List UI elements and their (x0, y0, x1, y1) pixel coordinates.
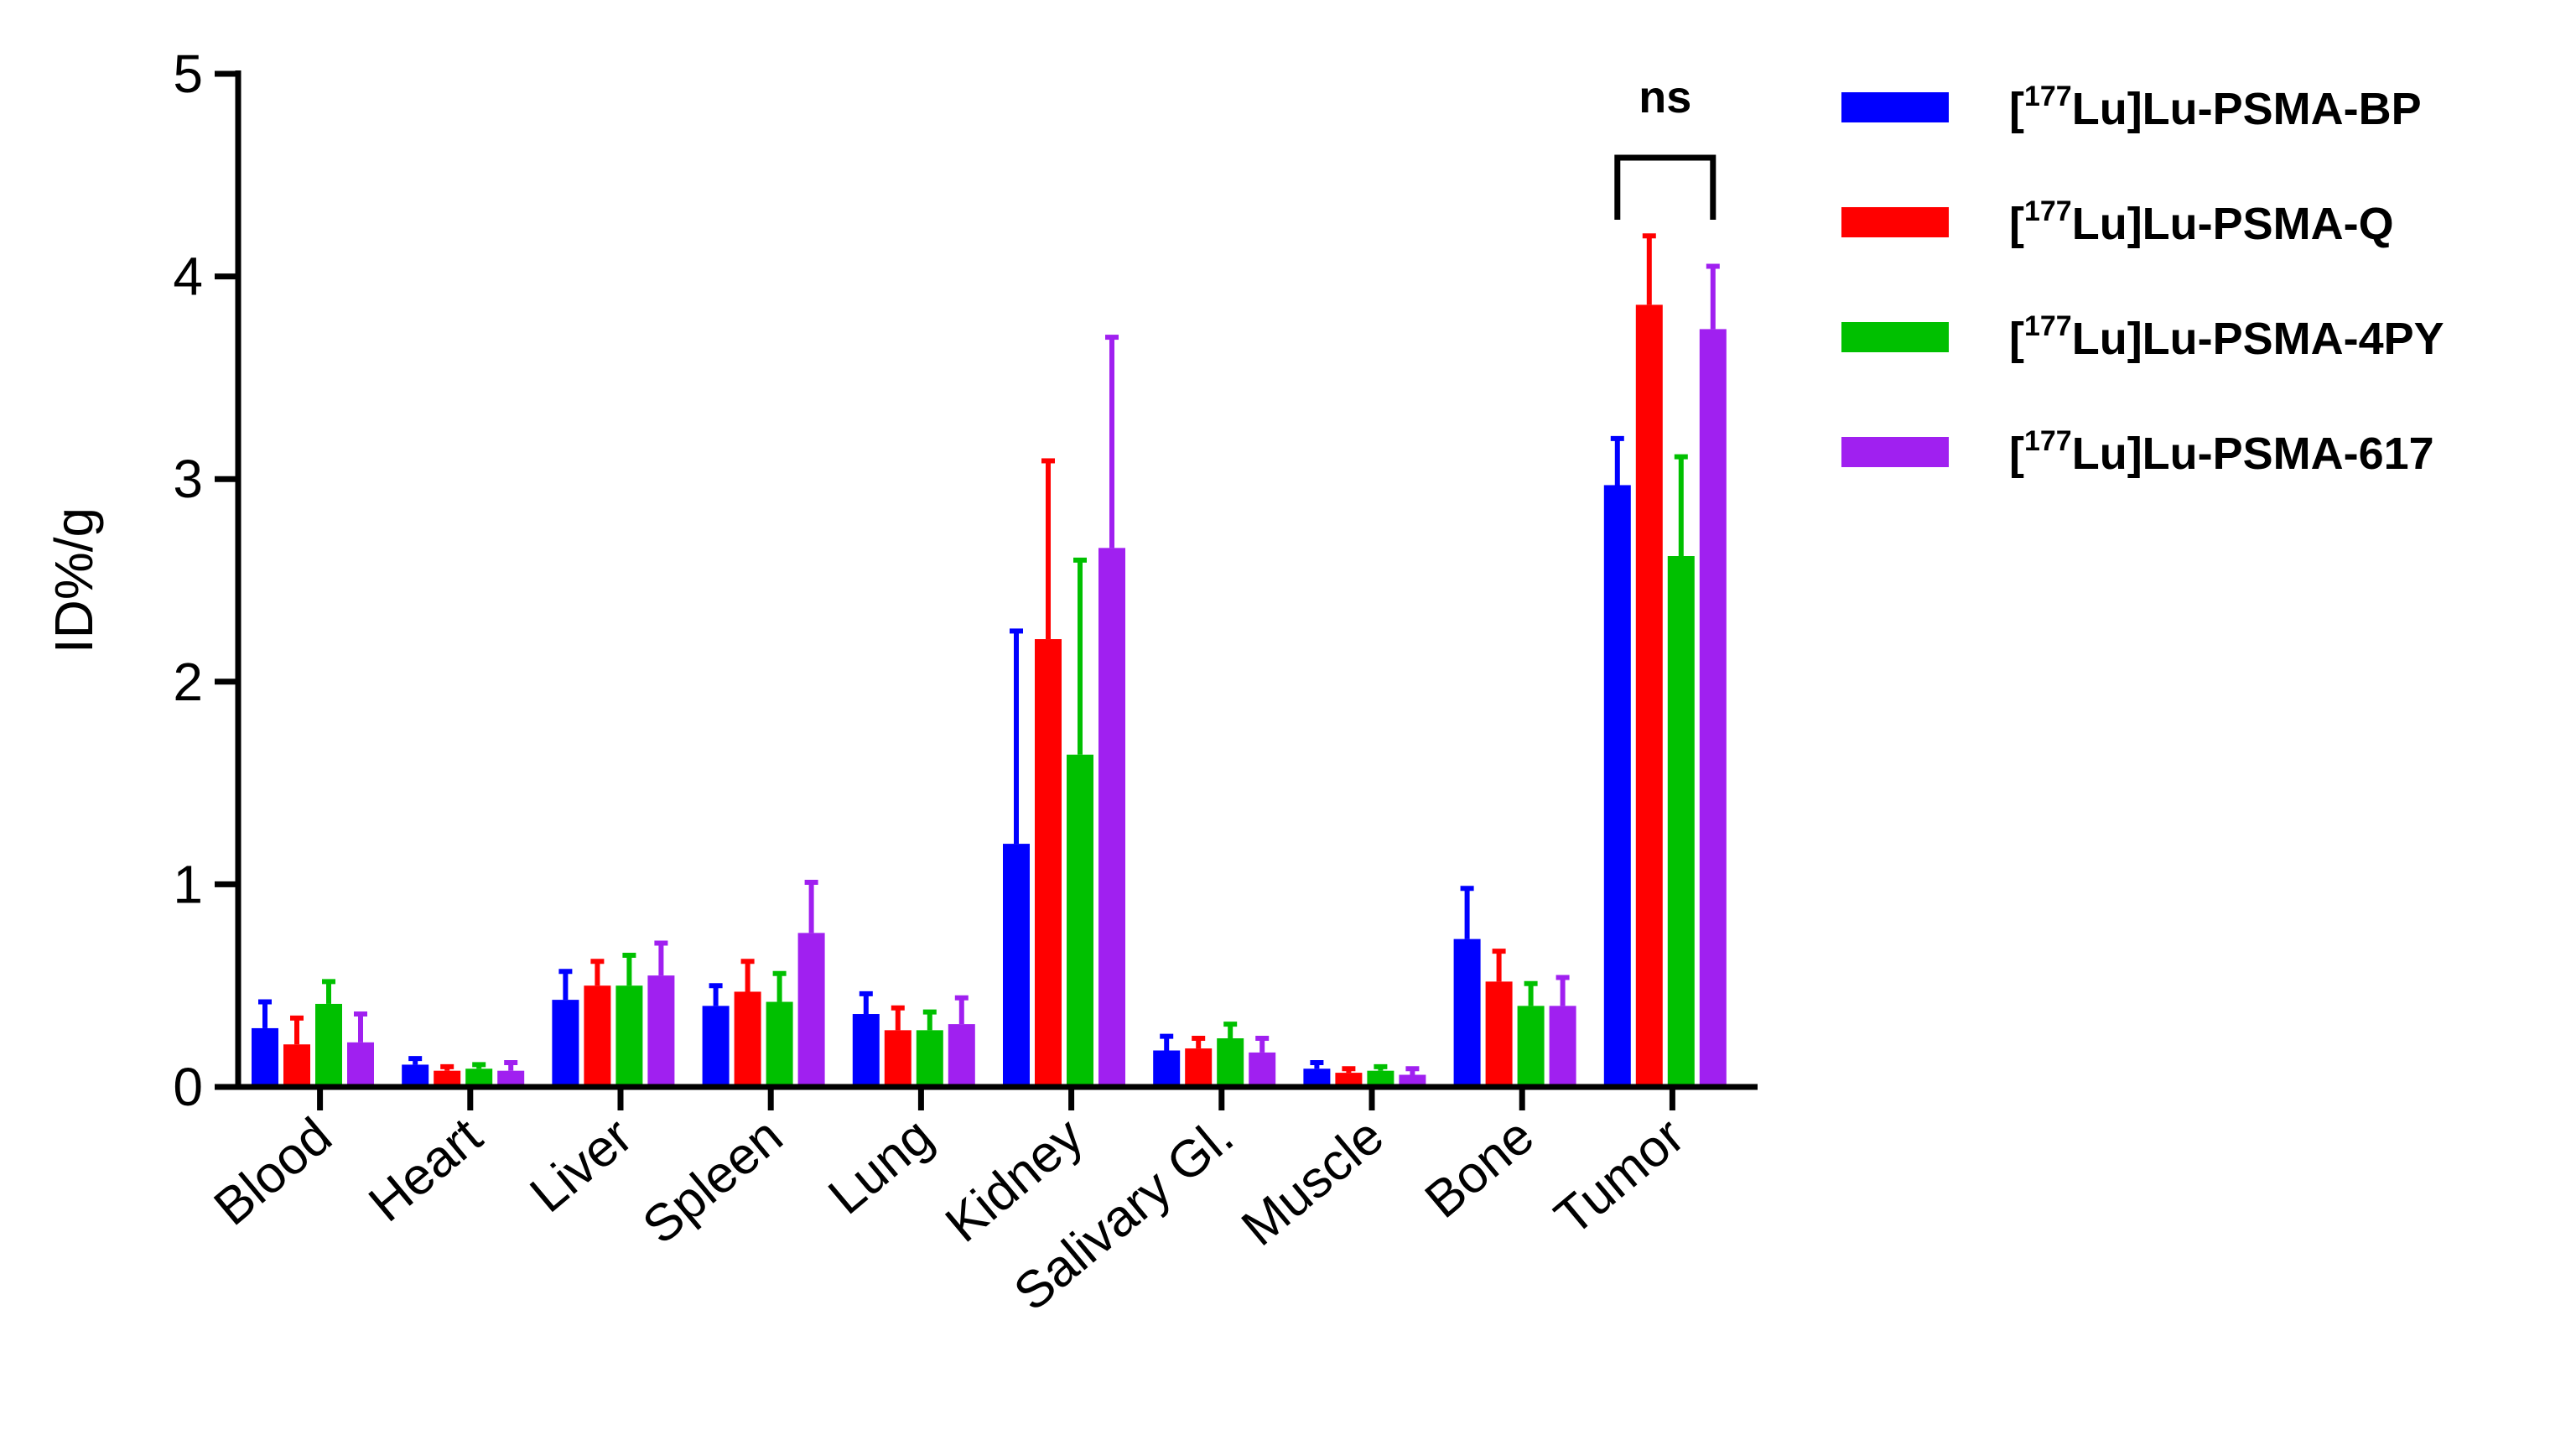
bar-tumor-series-1 (1635, 304, 1663, 1087)
legend-swatch (1841, 437, 1949, 467)
bar-lung-series-2 (916, 1030, 943, 1087)
bar-heart-series-0 (402, 1064, 429, 1087)
y-tick-label: 3 (173, 449, 203, 509)
bar-blood-series-1 (283, 1044, 310, 1087)
x-category-label: Bone (1415, 1107, 1545, 1230)
bar-salivary-gl--series-2 (1217, 1038, 1244, 1087)
bar-kidney-series-0 (1003, 844, 1030, 1087)
annotations: ns (1614, 72, 1716, 220)
bar-muscle-series-2 (1367, 1070, 1394, 1087)
legend-swatch (1841, 322, 1949, 352)
bar-tumor-series-2 (1667, 556, 1695, 1087)
x-category-label: Muscle (1231, 1107, 1394, 1257)
bar-lung-series-3 (948, 1024, 975, 1087)
bar-bone-series-1 (1485, 981, 1513, 1087)
bar-lung-series-1 (884, 1030, 911, 1087)
bar-kidney-series-1 (1035, 639, 1062, 1087)
bar-salivary-gl--series-0 (1153, 1050, 1181, 1087)
bar-heart-series-2 (465, 1068, 493, 1087)
y-tick-label: 1 (173, 854, 203, 914)
bar-spleen-series-0 (702, 1006, 730, 1087)
bar-bone-series-2 (1517, 1006, 1545, 1087)
bar-salivary-gl--series-3 (1249, 1052, 1276, 1087)
legend-swatch (1841, 92, 1949, 122)
x-category-label: Blood (204, 1107, 343, 1237)
y-tick-label: 2 (173, 652, 203, 712)
bar-spleen-series-3 (797, 933, 825, 1087)
significance-bracket (1614, 154, 1716, 220)
bar-muscle-series-0 (1303, 1068, 1331, 1087)
bar-spleen-series-1 (734, 991, 761, 1087)
bar-blood-series-3 (347, 1042, 374, 1087)
bar-kidney-series-2 (1067, 754, 1093, 1087)
axes-layer (215, 70, 1758, 1110)
bar-liver-series-0 (552, 1000, 579, 1087)
bar-liver-series-3 (647, 975, 675, 1087)
bar-heart-series-1 (434, 1070, 461, 1087)
significance-label: ns (1639, 72, 1691, 122)
x-category-label: Liver (520, 1107, 643, 1224)
legend-label: [177Lu]Lu-PSMA-4PY (2009, 310, 2444, 364)
y-tick-label: 5 (173, 44, 203, 104)
bar-salivary-gl--series-1 (1185, 1048, 1213, 1087)
bar-blood-series-2 (315, 1003, 342, 1087)
legend-label: [177Lu]Lu-PSMA-BP (2009, 81, 2422, 134)
bar-lung-series-0 (852, 1014, 880, 1087)
bar-muscle-series-3 (1399, 1074, 1426, 1087)
x-category-label: Heart (358, 1107, 492, 1233)
y-axis-label: ID%/g (44, 507, 104, 653)
bar-spleen-series-2 (766, 1001, 793, 1087)
bar-muscle-series-1 (1335, 1073, 1363, 1087)
bar-liver-series-2 (615, 985, 643, 1087)
bar-blood-series-0 (252, 1027, 278, 1087)
legend-label: [177Lu]Lu-PSMA-Q (2009, 195, 2394, 249)
legend-label: [177Lu]Lu-PSMA-617 (2009, 425, 2434, 479)
bar-bone-series-3 (1549, 1006, 1576, 1087)
bar-bone-series-0 (1453, 938, 1481, 1087)
bar-tumor-series-3 (1699, 329, 1727, 1087)
bar-heart-series-3 (497, 1070, 525, 1087)
x-category-label: Lung (818, 1107, 943, 1226)
bar-kidney-series-3 (1098, 548, 1125, 1087)
x-category-label: Tumor (1545, 1107, 1696, 1247)
bar-liver-series-1 (584, 985, 611, 1087)
y-tick-label: 0 (173, 1057, 203, 1117)
legend: [177Lu]Lu-PSMA-BP [177Lu]Lu-PSMA-Q [177Lu]… (1841, 81, 2444, 479)
bars-layer (252, 233, 1727, 1087)
legend-swatch (1841, 207, 1949, 237)
bar-tumor-series-0 (1603, 485, 1631, 1087)
y-tick-label: 4 (173, 247, 203, 307)
x-category-label: Spleen (632, 1107, 793, 1256)
